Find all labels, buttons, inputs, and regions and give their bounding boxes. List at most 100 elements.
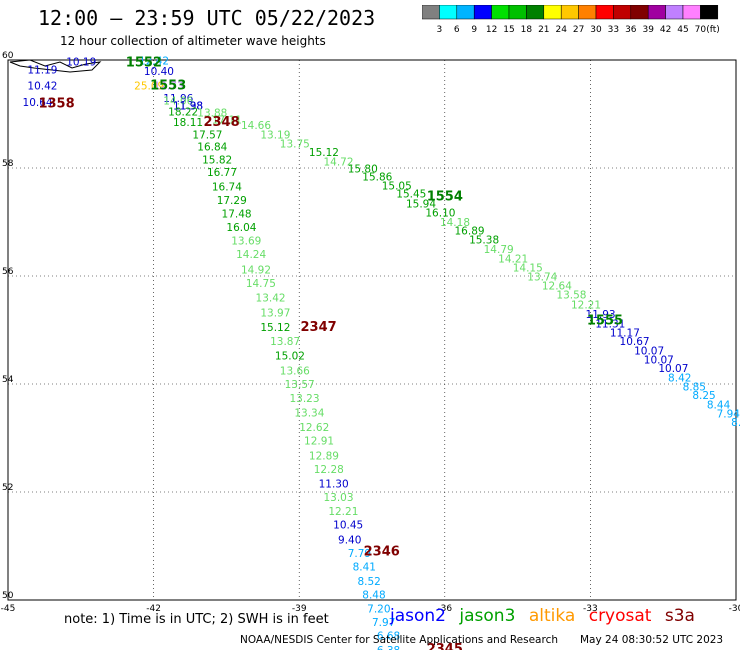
- lat-tick-label: 50: [2, 591, 14, 601]
- map-frame: [7, 59, 737, 601]
- wave-height-value: 12.62: [299, 422, 329, 434]
- wave-height-value: 14.06: [163, 95, 193, 107]
- wave-height-value: 8.48: [362, 589, 385, 601]
- wave-height-value: 16.77: [207, 167, 237, 179]
- wave-height-value: 11.31: [595, 318, 625, 330]
- wave-height-value: 17.48: [222, 209, 252, 221]
- lat-tick-label: 58: [2, 159, 14, 169]
- wave-height-value: 15.38: [469, 235, 499, 247]
- pass-label-2347: 2347: [301, 320, 337, 335]
- wave-height-value: 14.24: [236, 249, 266, 261]
- wave-height-value: 6.68: [377, 630, 400, 642]
- wave-height-value: 15.05: [382, 181, 412, 193]
- colorbar-tick-label: 18: [521, 25, 533, 35]
- wave-height-value: 11.30: [319, 479, 349, 491]
- colorbar-tick-label: 12: [486, 25, 497, 35]
- legend-item-s3a: s3a: [664, 606, 695, 626]
- wave-height-value: 12.89: [309, 451, 339, 463]
- wave-height-value: 14.79: [484, 244, 514, 256]
- wave-height-value: 15.86: [362, 171, 392, 183]
- colorbar-tick-label: 9: [471, 25, 477, 35]
- wave-height-value: 14.18: [440, 217, 470, 229]
- wave-height-value: 17.11: [212, 115, 242, 127]
- wave-height-value: 12.64: [542, 281, 572, 293]
- pass-label-1553: 1553: [150, 79, 186, 94]
- pass-label-2345: 2345: [427, 642, 463, 650]
- wave-height-value: 13.34: [294, 407, 324, 419]
- colorbar-tick-label: 33: [608, 25, 619, 35]
- color-scale-bar: 3 6 9 12 15 18 21 24 27 30 33 36 39 42 45 70 (ft): [422, 5, 720, 35]
- wave-height-value: 11.98: [173, 101, 203, 113]
- wave-height-value: 10.42: [27, 81, 57, 93]
- colorbar-tick-label: 27: [573, 25, 584, 35]
- colorbar-tick-label: 6: [454, 25, 460, 35]
- footer-note: note: 1) Time is in UTC; 2) SWH is in fe…: [64, 612, 329, 627]
- wave-height-value: 13.88: [197, 108, 227, 120]
- wave-height-value: 18.11: [173, 117, 203, 129]
- wave-height-value: 8.52: [357, 576, 380, 588]
- legend-item-jason3: jason3: [459, 606, 516, 626]
- wave-height-value: 12.91: [304, 435, 334, 447]
- wave-height-value: 10.67: [620, 336, 650, 348]
- generation-timestamp: May 24 08:30:52 UTC 2023: [580, 634, 724, 646]
- wave-height-value: 16.04: [226, 222, 256, 234]
- lon-tick-label: -39: [292, 604, 307, 614]
- wave-height-value: 16.84: [197, 142, 227, 154]
- wave-height-value: 12.21: [571, 299, 601, 311]
- wave-height-value: 10.19: [66, 56, 96, 68]
- wave-height-value: 10.07: [658, 363, 688, 375]
- lat-tick-label: 52: [2, 483, 13, 493]
- wave-height-value: 7.94: [717, 408, 740, 420]
- wave-height-value: 18.22: [168, 107, 198, 119]
- wave-height-value: 16.74: [212, 182, 242, 194]
- wave-height-value: 15.02: [275, 351, 305, 363]
- wave-height-value: 13.03: [323, 492, 353, 504]
- lon-tick-label: -33: [583, 604, 598, 614]
- colorbar-tick-label: 30: [590, 25, 602, 35]
- colorbar-tick-label: 45: [677, 25, 688, 35]
- wave-height-value: 10.45: [333, 520, 363, 532]
- wave-height-value: 10.07: [634, 345, 664, 357]
- wave-height-value: 10.07: [644, 354, 674, 366]
- satellite-legend: jason2 jason3 altika cryosat s3a: [390, 606, 703, 626]
- colorbar-tick-label: 42: [660, 25, 671, 35]
- wave-height-value: 13.97: [260, 308, 290, 320]
- wave-height-value: 11.19: [27, 65, 57, 77]
- wave-height-value: 15.45: [396, 189, 426, 201]
- page-subtitle: 12 hour collection of altimeter wave hei…: [60, 34, 326, 48]
- wave-height-value: 14.21: [498, 254, 528, 266]
- pass-label-1555: 1555: [587, 314, 623, 329]
- colorbar-tick-label: 70: [695, 25, 707, 35]
- wave-height-value: 11.93: [586, 309, 616, 321]
- lat-tick-label: 56: [2, 267, 14, 277]
- wave-height-value: 12.21: [328, 506, 358, 518]
- pass-label-2348: 2348: [203, 115, 239, 130]
- wave-height-value: 7.97: [372, 617, 395, 629]
- wave-height-value: 7.79: [348, 548, 371, 560]
- wave-height-value: 17.57: [192, 129, 222, 141]
- wave-height-value: 25.09: [134, 81, 164, 93]
- colorbar-swatch: [700, 5, 719, 20]
- wave-height-value: 14.66: [241, 120, 271, 132]
- colorbar-tick-label: 3: [437, 25, 443, 35]
- lon-tick-label: -45: [1, 604, 16, 614]
- wave-height-value: 10.64: [23, 97, 53, 109]
- pass-label-1554: 1554: [427, 189, 463, 204]
- wave-height-value: 13.87: [270, 336, 300, 348]
- wave-height-value: 13.74: [527, 271, 557, 283]
- colorbar-tick-label: 39: [642, 25, 654, 35]
- legend-item-altika: altika: [528, 606, 576, 626]
- wave-height-value: 11.38: [173, 101, 203, 113]
- wave-height-value: 12.28: [314, 464, 344, 476]
- colorbar-tick-label: 24: [555, 25, 567, 35]
- wave-height-value: 8.44: [707, 399, 731, 411]
- wave-height-value: 8.25: [731, 417, 740, 429]
- pass-label-2346: 2346: [364, 545, 400, 560]
- wave-height-value: 8.41: [353, 561, 376, 573]
- colorbar-tick-label: 21: [538, 25, 549, 35]
- lon-tick-label: -42: [146, 604, 161, 614]
- wave-height-value: 8.42: [668, 372, 691, 384]
- wave-height-value: 14.15: [513, 263, 543, 275]
- wave-height-value: 11.17: [610, 327, 640, 339]
